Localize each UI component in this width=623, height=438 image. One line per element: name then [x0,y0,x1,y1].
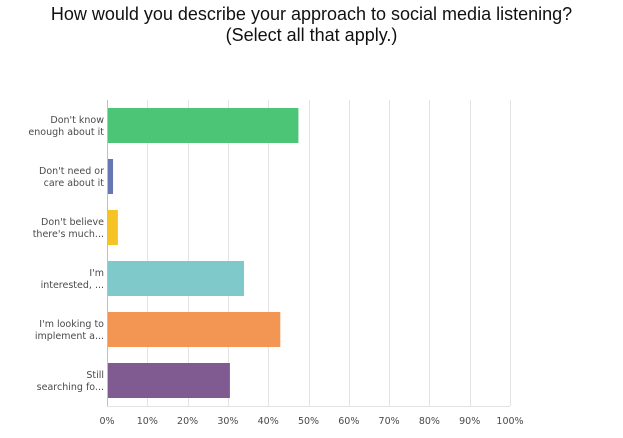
bars [108,108,299,398]
category-label: there's much... [33,229,104,240]
x-tick-label: 0% [99,416,114,427]
category-label: enough about it [28,127,104,138]
category-label: Don't know [50,115,104,126]
category-label: I'm [89,268,104,279]
x-tick-label: 70% [379,416,400,427]
category-label: Don't believe [41,217,104,228]
x-tick-label: 30% [217,416,238,427]
x-tick-label: 80% [419,416,440,427]
x-tick-label: 90% [459,416,480,427]
x-tick-label: 40% [258,416,279,427]
category-label: care about it [44,178,105,189]
category-label: I'm looking to [39,319,104,330]
bar [108,159,114,194]
category-label: Still [86,370,104,381]
x-tick-label: 100% [496,416,523,427]
category-label: implement a... [35,331,104,342]
chart-title: How would you describe your approach to … [0,4,623,46]
category-label: interested, ... [41,280,104,291]
bar [108,210,118,245]
bar [108,312,281,347]
bar [108,261,245,296]
x-tick-label: 60% [338,416,359,427]
x-tick-label: 20% [177,416,198,427]
category-label: searching fo... [37,382,104,393]
chart-title-line-2: (Select all that apply.) [225,25,398,45]
x-tick-label: 50% [298,416,319,427]
bar [108,363,230,398]
x-tick-labels: 0% 10% 20% 30% 40% 50% 60% 70% 80% 90% 100% [99,416,523,427]
gridlines [107,100,511,407]
category-label: Don't need or [39,166,104,177]
chart-title-line-1: How would you describe your approach to … [50,4,573,24]
x-tick-label: 10% [137,416,158,427]
bar [108,108,299,143]
